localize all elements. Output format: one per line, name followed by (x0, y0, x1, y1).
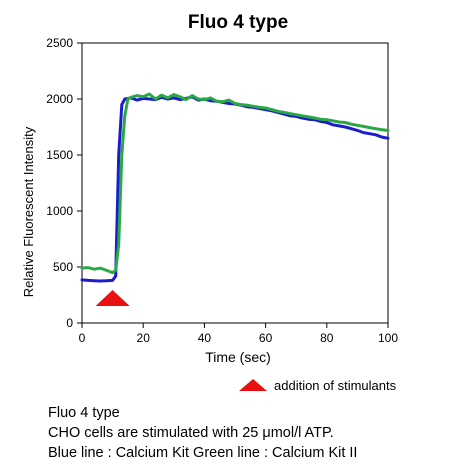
figure-caption: Fluo 4 type CHO cells are stimulated wit… (48, 403, 357, 463)
x-tick-label: 40 (198, 331, 212, 345)
y-tick-label: 2000 (46, 92, 73, 106)
caption-line-2: CHO cells are stimulated with 25 μmol/l … (48, 425, 334, 441)
x-tick-label: 100 (378, 331, 398, 345)
y-tick-label: 1000 (46, 204, 73, 218)
x-tick-label: 20 (137, 331, 151, 345)
series-line-green (80, 92, 390, 275)
x-axis-label: Time (sec) (205, 349, 271, 365)
series-line-blue (80, 95, 390, 283)
y-tick-label: 1500 (46, 148, 73, 162)
x-tick-label: 80 (320, 331, 334, 345)
y-tick-label: 0 (66, 316, 73, 330)
stimulus-legend-label: addition of stimulants (274, 377, 397, 393)
chart-title: Fluo 4 type (188, 12, 288, 33)
x-tick-label: 0 (79, 331, 86, 345)
y-axis-label: Relative Fluorescent Intensity (21, 126, 36, 297)
fluo4-chart: Fluo 4 type 0 500 1000 1500 2000 2500 0 20 40 60 8… (21, 12, 398, 365)
stimulus-marker-icon (95, 290, 130, 306)
y-tick-label: 500 (53, 260, 73, 274)
stimulus-legend: addition of stimulants (238, 375, 396, 395)
x-tick-label: 60 (259, 331, 273, 345)
plot-frame (81, 42, 389, 324)
caption-line-1: Fluo 4 type (48, 405, 120, 421)
caption-line-3: Blue line : Calcium Kit Green line : Cal… (48, 445, 358, 461)
y-tick-label: 2500 (46, 36, 73, 50)
red-triangle-icon (239, 379, 267, 391)
